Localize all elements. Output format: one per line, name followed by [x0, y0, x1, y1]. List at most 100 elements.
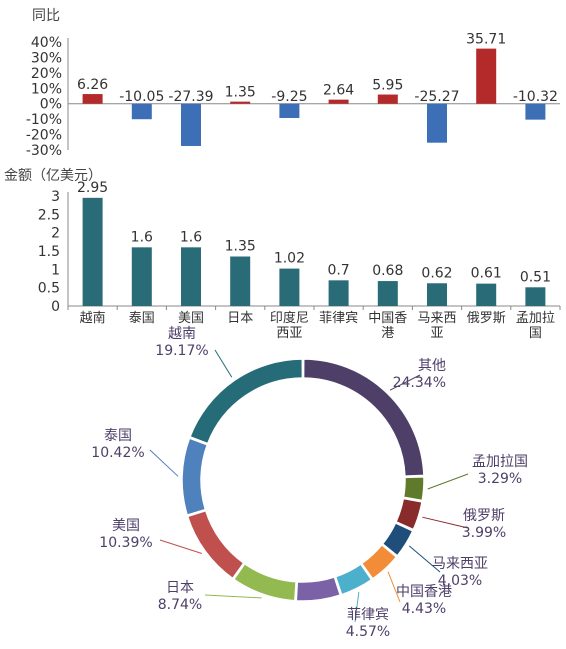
- amount-bar-chart: 金额（亿美元） 3 2.5 2 1.5 1 0.5 0 2.95 越南 1.6 泰国 1.6 美国 1.3…: [4, 168, 561, 341]
- yoy-data-label: -27.39: [168, 89, 213, 105]
- donut-slice-percent: 24.34%: [393, 375, 446, 391]
- yoy-tick-label: 10%: [31, 81, 62, 97]
- donut-leader-line: [159, 539, 203, 554]
- yoy-tick-label: 0%: [40, 97, 62, 113]
- amount-bar: [427, 283, 447, 306]
- donut-slice-percent: 4.03%: [438, 573, 482, 589]
- amount-tick-label: 1.5: [38, 244, 60, 260]
- donut-slice-name: 菲律宾: [347, 607, 389, 623]
- donut-slice-name: 越南: [168, 326, 196, 342]
- donut-slice-percent: 3.99%: [462, 525, 506, 541]
- yoy-data-label: -10.05: [119, 89, 164, 105]
- donut-slice: [360, 543, 398, 580]
- donut-slice-percent: 3.29%: [478, 471, 522, 487]
- yoy-bar: [328, 99, 349, 104]
- yoy-bar: [525, 103, 546, 120]
- amount-data-label: 0.68: [372, 263, 403, 279]
- amount-category-label: 菲律宾: [319, 310, 358, 326]
- yoy-tick-label: 30%: [31, 50, 62, 66]
- donut-slice-name: 其他: [418, 358, 446, 374]
- yoy-bar: [476, 48, 497, 104]
- amount-bar: [377, 281, 398, 306]
- donut-slice-percent: 19.17%: [155, 343, 208, 359]
- amount-category-label: 越南: [80, 310, 106, 326]
- donut-leader-line: [214, 349, 233, 378]
- amount-tick-label: 0: [51, 299, 60, 315]
- donut-slice-percent: 4.43%: [402, 601, 446, 617]
- amount-bar: [230, 256, 251, 306]
- donut-slice-name: 俄罗斯: [463, 508, 505, 524]
- yoy-tick-label: -30%: [26, 143, 62, 159]
- amount-category-label: 中国香港: [368, 311, 407, 341]
- donut-leader-line: [422, 516, 469, 529]
- amount-bar: [328, 280, 349, 306]
- donut-leader-line: [389, 374, 421, 391]
- amount-category-label: 日本: [227, 311, 253, 326]
- yoy-data-label: 6.26: [77, 77, 108, 93]
- amount-category-label: 美国: [178, 311, 204, 326]
- donut-slice-name: 美国: [112, 518, 140, 534]
- yoy-tick-label: 20%: [31, 66, 62, 82]
- donut-slice: [188, 358, 304, 445]
- amount-chart-title: 金额（亿美元）: [4, 168, 102, 184]
- amount-bar: [279, 268, 300, 306]
- donut-slice: [402, 476, 425, 502]
- donut-slice-percent: 10.39%: [99, 535, 152, 551]
- donut-leader-line: [354, 591, 360, 623]
- donut-slice-percent: 10.42%: [91, 445, 144, 461]
- amount-tick-label: 2.5: [38, 207, 60, 223]
- donut-slice-percent: 4.57%: [346, 624, 390, 640]
- yoy-bar: [427, 103, 447, 143]
- amount-data-label: 1.02: [274, 251, 305, 267]
- yoy-bar-chart: 同比 40%30%20%10%0%-10%-20%-30%6.26-10.05-…: [26, 8, 560, 159]
- yoy-bar: [82, 94, 103, 104]
- donut-slice-name: 泰国: [104, 428, 132, 444]
- yoy-data-label: -10.32: [513, 89, 558, 105]
- donut-leader-line: [387, 571, 401, 603]
- yoy-bar: [131, 103, 152, 120]
- donut-slice: [232, 562, 297, 602]
- amount-data-label: 2.95: [77, 180, 108, 196]
- yoy-bar: [279, 103, 300, 118]
- yoy-tick-label: -10%: [26, 112, 62, 128]
- share-donut-chart: 其他24.34%孟加拉国3.29%俄罗斯3.99%马来西亚4.03%中国香港4.…: [91, 326, 528, 640]
- amount-category-label: 孟加拉国: [516, 311, 555, 341]
- donut-slice-name: 中国香港: [396, 584, 452, 600]
- amount-data-label: 1.6: [131, 229, 153, 245]
- yoy-data-label: 5.95: [372, 78, 403, 94]
- yoy-tick-label: 40%: [31, 35, 62, 51]
- amount-data-label: 1.35: [225, 239, 256, 255]
- amount-data-label: 0.51: [520, 269, 551, 285]
- yoy-bar: [377, 94, 398, 104]
- donut-slice: [186, 509, 245, 580]
- yoy-bar: [230, 101, 251, 104]
- donut-slice: [181, 437, 209, 516]
- amount-data-label: 0.62: [421, 265, 452, 281]
- amount-data-label: 0.61: [471, 266, 502, 282]
- donut-leader-line: [149, 449, 179, 477]
- amount-bar: [131, 247, 152, 306]
- donut-leader-line: [408, 545, 441, 573]
- amount-category-label: 印度尼西亚: [270, 310, 309, 341]
- amount-tick-label: 0.5: [38, 281, 60, 297]
- donut-slice-percent: 8.74%: [158, 597, 202, 613]
- amount-data-label: 1.6: [180, 229, 202, 245]
- yoy-data-label: 35.71: [466, 32, 506, 48]
- donut-leader-line: [427, 473, 469, 490]
- amount-tick-label: 3: [51, 189, 60, 205]
- amount-tick-label: 2: [51, 226, 60, 242]
- amount-bar: [525, 287, 546, 306]
- donut-slice: [395, 497, 423, 531]
- amount-bar: [181, 247, 201, 306]
- amount-category-label: 泰国: [129, 311, 155, 326]
- donut-slice: [381, 521, 414, 557]
- donut-leader-line: [204, 594, 262, 599]
- yoy-bar: [181, 103, 201, 146]
- amount-data-label: 0.7: [327, 262, 349, 278]
- donut-slice-name: 日本: [166, 580, 194, 596]
- donut-slice: [295, 576, 342, 602]
- donut-slice: [334, 563, 373, 596]
- amount-category-label: 俄罗斯: [467, 311, 506, 326]
- yoy-data-label: 2.64: [323, 83, 354, 99]
